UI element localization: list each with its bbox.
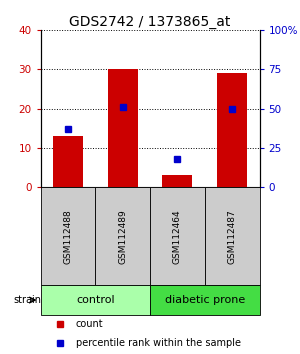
Bar	[150, 285, 260, 315]
Bar	[40, 187, 95, 285]
Text: percentile rank within the sample: percentile rank within the sample	[76, 338, 241, 348]
Bar	[217, 73, 247, 187]
Title: GDS2742 / 1373865_at: GDS2742 / 1373865_at	[69, 15, 231, 29]
Text: GSM112464: GSM112464	[173, 209, 182, 263]
Bar	[108, 69, 138, 187]
Text: GSM112487: GSM112487	[228, 209, 237, 264]
Text: control: control	[76, 295, 115, 305]
Text: GSM112488: GSM112488	[63, 209, 72, 264]
Text: diabetic prone: diabetic prone	[165, 295, 245, 305]
Text: count: count	[76, 319, 103, 329]
Bar	[53, 136, 83, 187]
Bar	[40, 285, 150, 315]
Bar	[150, 187, 205, 285]
Bar	[205, 187, 260, 285]
Text: strain: strain	[14, 295, 42, 305]
Text: GSM112489: GSM112489	[118, 209, 127, 264]
Bar	[95, 187, 150, 285]
Bar	[162, 175, 192, 187]
